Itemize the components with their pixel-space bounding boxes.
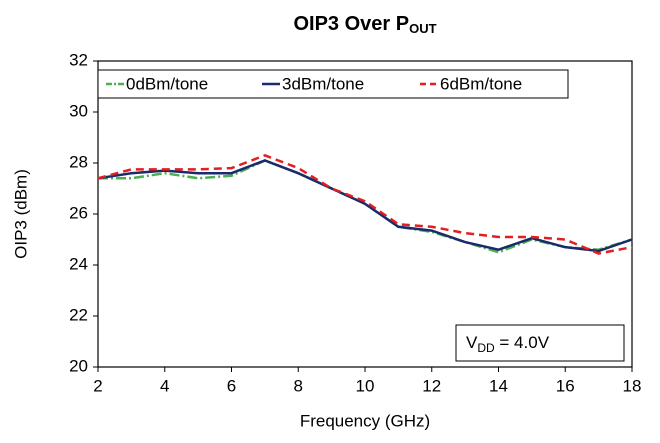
x-tick-label: 14 bbox=[489, 376, 508, 395]
title-subscript: OUT bbox=[409, 21, 437, 36]
y-tick-label: 30 bbox=[69, 101, 88, 120]
y-tick-label: 28 bbox=[69, 152, 88, 171]
series-line bbox=[97, 154, 633, 255]
annotation-box bbox=[455, 324, 625, 362]
x-tick-label: 4 bbox=[160, 376, 169, 395]
x-tick-label: 18 bbox=[623, 376, 642, 395]
annotation-rest: = 4.0V bbox=[495, 333, 550, 352]
y-axis-label: OIP3 (dBm) bbox=[11, 169, 30, 259]
x-axis-label: Frequency (GHz) bbox=[300, 411, 430, 430]
x-tick-label: 6 bbox=[227, 376, 236, 395]
plot-frame bbox=[97, 60, 633, 368]
x-tick-label: 12 bbox=[422, 376, 441, 395]
annotation: VDD = 4.0V bbox=[466, 333, 550, 355]
series-line bbox=[97, 159, 633, 253]
y-tick-label: 22 bbox=[69, 305, 88, 324]
title-main: OIP3 Over P bbox=[293, 13, 409, 35]
x-tick-label: 16 bbox=[556, 376, 575, 395]
y-tick-label: 20 bbox=[69, 356, 88, 375]
x-tick-label: 8 bbox=[294, 376, 303, 395]
x-tick-label: 2 bbox=[93, 376, 102, 395]
chart-title: OIP3 Over POUT bbox=[293, 13, 436, 36]
x-tick-label: 10 bbox=[356, 376, 375, 395]
legend-label: 0dBm/tone bbox=[126, 74, 208, 93]
series-line bbox=[98, 159, 633, 254]
legend-box bbox=[97, 69, 569, 99]
y-tick-label: 26 bbox=[69, 203, 88, 222]
legend-label: 6dBm/tone bbox=[440, 74, 522, 93]
y-tick-label: 24 bbox=[69, 254, 88, 273]
legend-label: 3dBm/tone bbox=[282, 74, 364, 93]
y-tick-label: 32 bbox=[69, 50, 88, 69]
annotation-main: V bbox=[466, 333, 478, 352]
annotation-sub: DD bbox=[477, 341, 495, 355]
